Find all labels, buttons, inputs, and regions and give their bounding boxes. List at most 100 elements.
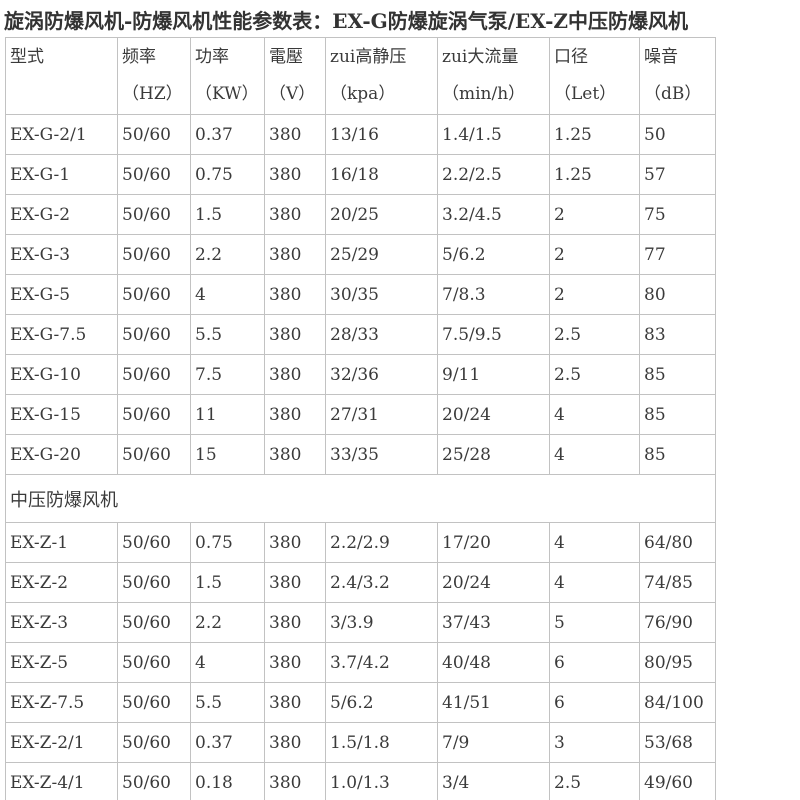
column-header-voltage: 電壓 （V） [264, 37, 326, 115]
column-label: zui大流量 [442, 47, 519, 67]
table-cell-frequency: 50/60 [117, 602, 191, 643]
table-cell-max-flow: 3/4 [437, 762, 550, 800]
table-cell-voltage: 380 [264, 522, 326, 563]
table-cell-max-flow: 25/28 [437, 434, 550, 475]
table-cell-max-flow: 9/11 [437, 354, 550, 395]
table-cell-model: EX-G-1 [5, 154, 118, 195]
table-cell-max-flow: 5/6.2 [437, 234, 550, 275]
table-row: EX-G-2 50/60 1.5 380 20/25 3.2/4.5 2 75 [5, 194, 716, 235]
table-cell-noise: 57 [639, 154, 716, 195]
table-cell-diameter: 2.5 [549, 314, 640, 355]
table-cell-power: 5.5 [190, 682, 265, 723]
table-cell-diameter: 2.5 [549, 354, 640, 395]
table-cell-max-static-pressure: 13/16 [325, 114, 438, 155]
column-label: 電壓 [269, 47, 303, 67]
table-cell-max-static-pressure: 2.4/3.2 [325, 562, 438, 603]
column-label: 噪音 [644, 47, 678, 67]
table-cell-noise: 50 [639, 114, 716, 155]
table-cell-frequency: 50/60 [117, 234, 191, 275]
column-header-frequency: 频率 （HZ） [117, 37, 191, 115]
table-row: EX-G-1 50/60 0.75 380 16/18 2.2/2.5 1.25 57 [5, 154, 716, 195]
table-row: EX-G-3 50/60 2.2 380 25/29 5/6.2 2 77 [5, 234, 716, 275]
table-cell-diameter: 3 [549, 722, 640, 763]
table-row: EX-G-2/1 50/60 0.37 380 13/16 1.4/1.5 1.25 50 [5, 114, 716, 155]
table-row: EX-G-15 50/60 11 380 27/31 20/24 4 85 [5, 394, 716, 435]
table-cell-noise: 75 [639, 194, 716, 235]
table-cell-max-static-pressure: 2.2/2.9 [325, 522, 438, 563]
table-cell-noise: 85 [639, 434, 716, 475]
table-cell-power: 11 [190, 394, 265, 435]
table-cell-voltage: 380 [264, 602, 326, 643]
table-cell-voltage: 380 [264, 394, 326, 435]
table-cell-voltage: 380 [264, 314, 326, 355]
column-header-diameter: 口径 （Let） [549, 37, 640, 115]
table-cell-noise: 64/80 [639, 522, 716, 563]
table-cell-model: EX-G-20 [5, 434, 118, 475]
table-cell-max-static-pressure: 25/29 [325, 234, 438, 275]
table-cell-max-flow: 3.2/4.5 [437, 194, 550, 235]
table-cell-voltage: 380 [264, 762, 326, 800]
table-cell-noise: 77 [639, 234, 716, 275]
table-cell-max-static-pressure: 3.7/4.2 [325, 642, 438, 683]
table-cell-max-flow: 7/8.3 [437, 274, 550, 315]
table-cell-model: EX-Z-1 [5, 522, 118, 563]
column-header-max-flow: zui大流量 （min/h） [437, 37, 550, 115]
table-cell-frequency: 50/60 [117, 762, 191, 800]
table-cell-voltage: 380 [264, 682, 326, 723]
table-cell-frequency: 50/60 [117, 354, 191, 395]
table-cell-frequency: 50/60 [117, 434, 191, 475]
table-cell-voltage: 380 [264, 642, 326, 683]
table-row: EX-G-5 50/60 4 380 30/35 7/8.3 2 80 [5, 274, 716, 315]
table-cell-diameter: 1.25 [549, 114, 640, 155]
column-unit: （Let） [554, 84, 617, 104]
table-cell-max-static-pressure: 33/35 [325, 434, 438, 475]
column-label: zui高静压 [330, 47, 407, 67]
table-row: EX-Z-7.5 50/60 5.5 380 5/6.2 41/51 6 84/100 [5, 682, 716, 723]
column-header-noise: 噪音 （dB） [639, 37, 716, 115]
table-cell-max-static-pressure: 3/3.9 [325, 602, 438, 643]
page-title: 旋涡防爆风机-防爆风机性能参数表：EX-G防爆旋涡气泵/EX-Z中压防爆风机 [4, 9, 688, 33]
table-row: EX-G-20 50/60 15 380 33/35 25/28 4 85 [5, 434, 716, 475]
table-cell-model: EX-G-10 [5, 354, 118, 395]
table-cell-max-static-pressure: 5/6.2 [325, 682, 438, 723]
table-cell-frequency: 50/60 [117, 642, 191, 683]
table-cell-voltage: 380 [264, 114, 326, 155]
table-cell-frequency: 50/60 [117, 114, 191, 155]
table-cell-max-flow: 17/20 [437, 522, 550, 563]
column-label: 口径 [554, 47, 588, 67]
table-cell-diameter: 4 [549, 522, 640, 563]
table-cell-max-flow: 2.2/2.5 [437, 154, 550, 195]
table-cell-voltage: 380 [264, 722, 326, 763]
table-cell-voltage: 380 [264, 154, 326, 195]
section-header-label: 中压防爆风机 [5, 474, 716, 523]
table-cell-diameter: 4 [549, 394, 640, 435]
table-cell-model: EX-G-2/1 [5, 114, 118, 155]
table-cell-model: EX-G-5 [5, 274, 118, 315]
table-cell-frequency: 50/60 [117, 522, 191, 563]
table-cell-frequency: 50/60 [117, 562, 191, 603]
table-row: EX-G-7.5 50/60 5.5 380 28/33 7.5/9.5 2.5 83 [5, 314, 716, 355]
column-unit: （kpa） [330, 84, 396, 104]
table-cell-model: EX-Z-7.5 [5, 682, 118, 723]
table-cell-noise: 49/60 [639, 762, 716, 800]
table-cell-model: EX-Z-2 [5, 562, 118, 603]
table-cell-power: 5.5 [190, 314, 265, 355]
table-row: EX-Z-2 50/60 1.5 380 2.4/3.2 20/24 4 74/85 [5, 562, 716, 603]
column-label: 功率 [195, 47, 229, 67]
table-cell-power: 2.2 [190, 602, 265, 643]
column-header-max-static-pressure: zui高静压 （kpa） [325, 37, 438, 115]
table-cell-voltage: 380 [264, 194, 326, 235]
table-cell-voltage: 380 [264, 234, 326, 275]
table-cell-max-flow: 1.4/1.5 [437, 114, 550, 155]
table-cell-frequency: 50/60 [117, 314, 191, 355]
table-cell-diameter: 2.5 [549, 762, 640, 800]
table-cell-frequency: 50/60 [117, 154, 191, 195]
table-cell-frequency: 50/60 [117, 682, 191, 723]
table-cell-noise: 53/68 [639, 722, 716, 763]
table-cell-model: EX-Z-5 [5, 642, 118, 683]
column-unit: （KW） [195, 84, 259, 104]
table-cell-max-flow: 37/43 [437, 602, 550, 643]
table-row: EX-Z-3 50/60 2.2 380 3/3.9 37/43 5 76/90 [5, 602, 716, 643]
table-cell-power: 2.2 [190, 234, 265, 275]
table-cell-max-static-pressure: 16/18 [325, 154, 438, 195]
